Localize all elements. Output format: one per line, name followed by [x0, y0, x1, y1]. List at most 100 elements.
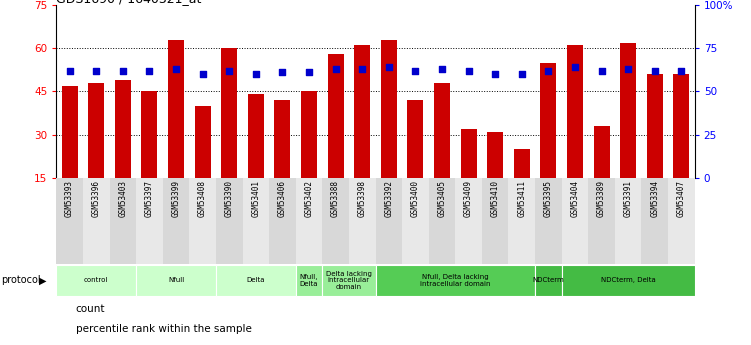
Text: GSM53396: GSM53396	[92, 180, 101, 217]
Text: GSM53401: GSM53401	[252, 180, 261, 217]
Point	[542, 68, 554, 73]
Text: GSM53398: GSM53398	[357, 180, 366, 217]
Point	[143, 68, 155, 73]
Text: GSM53410: GSM53410	[490, 180, 499, 217]
Text: Nfull, Delta lacking
intracellular domain: Nfull, Delta lacking intracellular domai…	[420, 274, 490, 287]
Text: Delta lacking
intracellular
domain: Delta lacking intracellular domain	[326, 271, 372, 290]
Point	[117, 68, 129, 73]
Bar	[408, 100, 424, 221]
Text: Nfull: Nfull	[168, 277, 184, 283]
Bar	[615, 178, 641, 264]
Bar	[381, 40, 397, 221]
Bar	[460, 129, 477, 221]
Point	[622, 66, 634, 72]
Text: GSM53411: GSM53411	[517, 180, 526, 217]
Bar	[535, 178, 562, 264]
Text: Delta: Delta	[246, 277, 265, 283]
Text: GSM53394: GSM53394	[650, 180, 659, 217]
Text: GDS1690 / 1640321_at: GDS1690 / 1640321_at	[56, 0, 202, 5]
Text: GSM53407: GSM53407	[677, 180, 686, 217]
Bar	[674, 74, 689, 221]
Point	[250, 71, 262, 77]
Bar	[487, 132, 503, 221]
Text: GSM53405: GSM53405	[438, 180, 447, 217]
Bar	[216, 178, 243, 264]
Point	[675, 68, 687, 73]
Text: GSM53388: GSM53388	[331, 180, 340, 217]
FancyBboxPatch shape	[535, 265, 562, 296]
FancyBboxPatch shape	[376, 265, 535, 296]
Bar	[189, 178, 216, 264]
Bar	[593, 126, 610, 221]
Point	[649, 68, 661, 73]
Text: percentile rank within the sample: percentile rank within the sample	[76, 324, 252, 334]
Point	[223, 68, 235, 73]
FancyBboxPatch shape	[562, 265, 695, 296]
Bar	[455, 178, 482, 264]
Bar	[89, 83, 104, 221]
FancyBboxPatch shape	[136, 265, 216, 296]
Bar	[376, 178, 402, 264]
Bar	[541, 63, 556, 221]
Bar	[301, 91, 317, 221]
Text: GSM53392: GSM53392	[385, 180, 394, 217]
FancyBboxPatch shape	[322, 265, 376, 296]
Point	[596, 68, 608, 73]
Text: GSM53391: GSM53391	[623, 180, 632, 217]
Bar	[195, 106, 210, 221]
Bar	[163, 178, 189, 264]
Bar	[354, 46, 370, 221]
Bar	[668, 178, 695, 264]
FancyBboxPatch shape	[56, 265, 136, 296]
Bar	[110, 178, 136, 264]
Text: count: count	[76, 304, 105, 314]
Point	[90, 68, 102, 73]
Point	[463, 68, 475, 73]
Text: GSM53409: GSM53409	[464, 180, 473, 217]
Bar	[115, 80, 131, 221]
Bar	[62, 86, 77, 221]
Point	[516, 71, 528, 77]
Text: GSM53400: GSM53400	[411, 180, 420, 217]
Bar	[482, 178, 508, 264]
Text: GSM53399: GSM53399	[171, 180, 180, 217]
Point	[409, 68, 421, 73]
Point	[197, 71, 209, 77]
Bar	[429, 178, 455, 264]
Text: GSM53393: GSM53393	[65, 180, 74, 217]
Text: ▶: ▶	[39, 275, 47, 285]
Text: GSM53404: GSM53404	[571, 180, 580, 217]
FancyBboxPatch shape	[296, 265, 322, 296]
Point	[436, 66, 448, 72]
Bar	[349, 178, 376, 264]
Point	[170, 66, 182, 72]
Bar	[274, 100, 291, 221]
Text: GSM53390: GSM53390	[225, 180, 234, 217]
Point	[64, 68, 76, 73]
Bar	[322, 178, 349, 264]
Text: Nfull,
Delta: Nfull, Delta	[300, 274, 318, 287]
Text: GSM53389: GSM53389	[597, 180, 606, 217]
Bar	[243, 178, 269, 264]
Bar	[402, 178, 429, 264]
Point	[489, 71, 501, 77]
Bar	[647, 74, 663, 221]
Bar	[269, 178, 296, 264]
Bar	[641, 178, 668, 264]
Text: protocol: protocol	[2, 275, 41, 285]
Text: GSM53402: GSM53402	[304, 180, 313, 217]
Point	[569, 65, 581, 70]
Text: control: control	[84, 277, 108, 283]
Text: NDCterm: NDCterm	[532, 277, 564, 283]
Bar	[588, 178, 615, 264]
Point	[356, 66, 368, 72]
Bar	[296, 178, 322, 264]
Bar	[248, 94, 264, 221]
Bar	[567, 46, 583, 221]
Text: NDCterm, Delta: NDCterm, Delta	[601, 277, 656, 283]
Bar	[434, 83, 450, 221]
Bar	[508, 178, 535, 264]
Text: GSM53408: GSM53408	[198, 180, 207, 217]
Bar	[141, 91, 158, 221]
Text: GSM53397: GSM53397	[145, 180, 154, 217]
